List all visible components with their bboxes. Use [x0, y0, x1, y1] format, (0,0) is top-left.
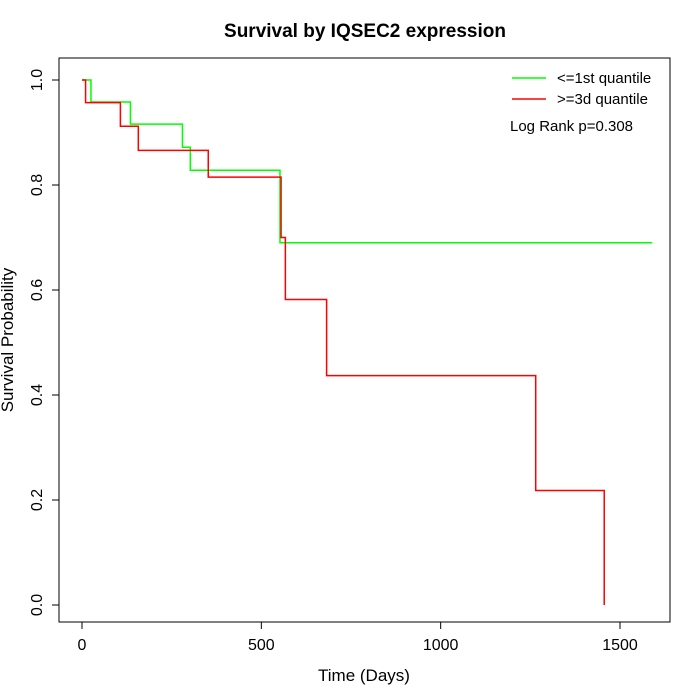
series-line-2 [82, 79, 605, 605]
y-axis-label: Survival Probability [0, 267, 17, 412]
x-tick-label: 1000 [423, 637, 459, 654]
y-tick-label: 0.6 [29, 279, 46, 301]
x-axis: 0 500 1000 1500 [78, 621, 638, 654]
legend-label-series-1: <=1st quantile [557, 70, 651, 87]
legend: <=1st quantile >=3d quantile Log Rank p=… [510, 70, 651, 135]
chart-title: Survival by IQSEC2 expression [224, 21, 506, 42]
y-axis: 0.0 0.2 0.4 0.6 0.8 1.0 [29, 69, 60, 616]
legend-label-series-2: >=3d quantile [557, 91, 648, 108]
x-tick-label: 1500 [602, 637, 638, 654]
x-tick-label: 500 [248, 637, 275, 654]
y-tick-label: 0.8 [29, 174, 46, 196]
y-tick-label: 0.2 [29, 489, 46, 511]
series-line-1 [82, 79, 653, 244]
log-rank-annotation: Log Rank p=0.308 [510, 118, 633, 135]
plot-area-frame [58, 57, 671, 623]
x-tick-label: 0 [78, 637, 87, 654]
y-tick-label: 0.0 [29, 594, 46, 616]
x-axis-label: Time (Days) [318, 666, 410, 685]
series-layer [82, 79, 653, 605]
y-tick-label: 0.4 [29, 384, 46, 406]
y-tick-label: 1.0 [29, 69, 46, 91]
